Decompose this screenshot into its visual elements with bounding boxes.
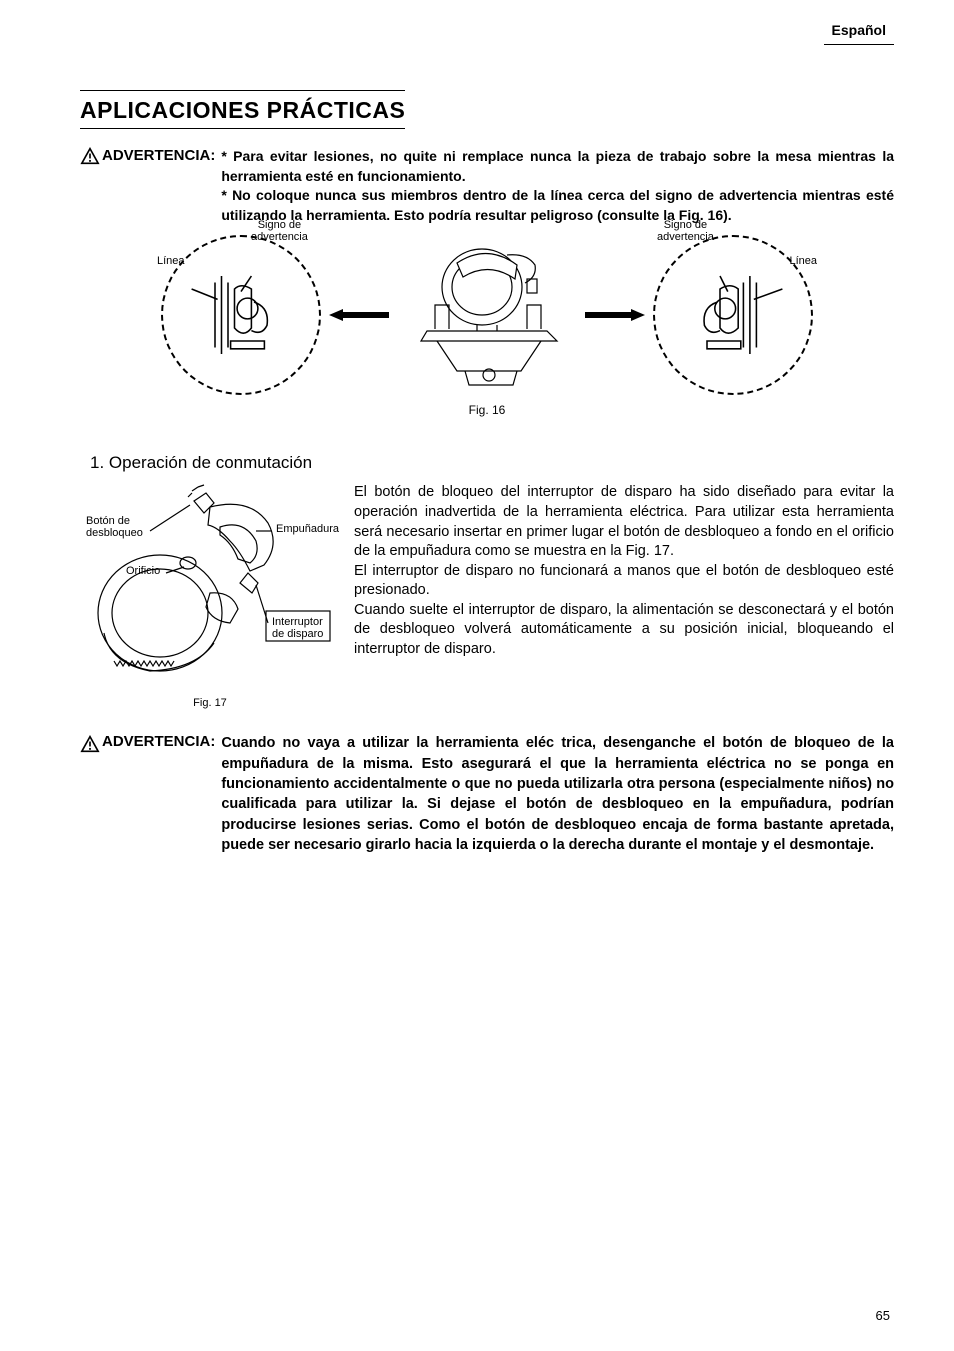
fig17-caption: Fig. 17 bbox=[80, 697, 340, 709]
fig17-diagram: Botón de desbloqueo Empuñadura Orificio … bbox=[80, 483, 340, 683]
warning1-bullet2: * No coloque nunca sus miembros dentro d… bbox=[221, 186, 894, 225]
warning-block-1: ADVERTENCIA: * Para evitar lesiones, no … bbox=[80, 147, 894, 225]
fig16-center-tool bbox=[397, 235, 577, 395]
warning-block-2: ADVERTENCIA: Cuando no vaya a utilizar l… bbox=[80, 733, 894, 855]
fig17-label-empunadura: Empuñadura bbox=[276, 523, 339, 535]
fig16-circle-right bbox=[653, 235, 813, 395]
fig17-label-boton: Botón de desbloqueo bbox=[86, 515, 143, 539]
fig17-sketch bbox=[80, 483, 340, 683]
language-header: Español bbox=[824, 22, 894, 45]
fig16-right-sketch bbox=[668, 250, 798, 380]
arrow-left-icon bbox=[329, 309, 389, 321]
fig16-container: Línea Signo de advertencia bbox=[80, 235, 894, 395]
section1-heading: 1. Operación de conmutación bbox=[90, 453, 894, 473]
fig17-wrap: Botón de desbloqueo Empuñadura Orificio … bbox=[80, 483, 340, 709]
fig17-label-orificio: Orificio bbox=[126, 565, 160, 577]
warning-label-1: ADVERTENCIA: bbox=[102, 147, 215, 164]
arrow-right-icon bbox=[585, 309, 645, 321]
fig16-circle-left bbox=[161, 235, 321, 395]
fig16-caption: Fig. 16 bbox=[80, 403, 894, 417]
warning-triangle-icon bbox=[80, 735, 100, 753]
warning1-bullet1: * Para evitar lesiones, no quite ni remp… bbox=[221, 147, 894, 186]
fig17-label-interruptor: Interruptor de disparo bbox=[272, 616, 323, 640]
section1-text: El botón de bloqueo del interruptor de d… bbox=[354, 483, 894, 709]
fig16-left-sketch bbox=[176, 250, 306, 380]
fig16-center-sketch bbox=[397, 235, 577, 395]
section1-body3: Cuando suelte el interruptor de disparo,… bbox=[354, 601, 894, 660]
section1-body1: El botón de bloqueo del interruptor de d… bbox=[354, 483, 894, 561]
section1-row: Botón de desbloqueo Empuñadura Orificio … bbox=[80, 483, 894, 709]
warning2-text: Cuando no vaya a utilizar la herramienta… bbox=[221, 733, 894, 855]
warning-triangle-icon bbox=[80, 147, 100, 165]
main-heading: APLICACIONES PRÁCTICAS bbox=[80, 90, 405, 129]
section1-body2: El interruptor de disparo no funcionará … bbox=[354, 562, 894, 601]
warning-label-2: ADVERTENCIA: bbox=[102, 733, 215, 750]
page-number: 65 bbox=[876, 1308, 890, 1323]
